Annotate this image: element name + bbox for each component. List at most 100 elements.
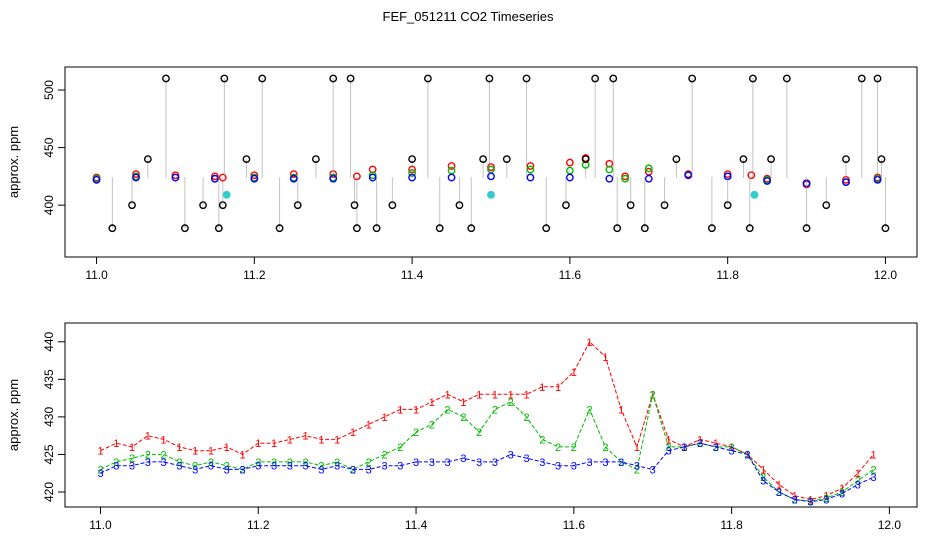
- panel2-series-3-point: 3: [350, 464, 356, 476]
- panel1-series-4-point: [388, 201, 397, 210]
- panel1-series-5-point: [750, 190, 759, 199]
- panel1-series-4-point: [199, 201, 207, 210]
- panel2-series-1-point: 1: [145, 431, 151, 443]
- panel2-series-2-point: 2: [571, 442, 577, 454]
- panel2-series-1-point: 1: [129, 442, 135, 454]
- panel1-series-4-point: [522, 74, 531, 83]
- panel1-series-3-point: [842, 178, 850, 187]
- panel2-series-3-point: 3: [634, 461, 640, 473]
- panel2-series-3-point: 3: [303, 461, 309, 473]
- panel2-series-3-point: 3: [460, 453, 466, 465]
- panel1-series-4-point: [749, 74, 757, 83]
- panel2-series-1-point: 1: [303, 431, 309, 443]
- panel1-series-4-point: [672, 155, 681, 164]
- panel2-series-3-point: 3: [729, 446, 735, 458]
- panel1-series-4-point: [350, 201, 359, 210]
- panel1-x-tick-label: 11.4: [401, 268, 424, 282]
- panel1-series-4-point: [329, 74, 338, 83]
- panel1-series-3-point: [289, 174, 298, 183]
- panel2-series-3-point: 3: [823, 494, 829, 506]
- panel1-y-tick-label: 400: [42, 195, 56, 215]
- panel2-series-1-point: 1: [381, 412, 387, 424]
- chart-title: FEF_051211 CO2 Timeseries: [382, 9, 554, 24]
- panel1-series-4-point: [311, 155, 320, 164]
- panel2-x-tick-label: 11.8: [720, 518, 743, 532]
- panel1-series-4-point: [591, 74, 600, 83]
- panel1-series-4-point: [723, 201, 732, 210]
- panel2-series-2-point: 2: [350, 464, 356, 476]
- panel2-x-tick-label: 11.2: [247, 518, 270, 532]
- panel1-series-4-point: [502, 155, 511, 164]
- panel1-series-3-point: [447, 173, 456, 182]
- panel2-series-1-point: 1: [697, 434, 703, 446]
- panel2-series-2-point: 2: [650, 389, 656, 401]
- panel2-series-3-point: 3: [871, 472, 877, 484]
- panel2-series-1-point: 1: [445, 389, 451, 401]
- panel1-x-tick-label: 11.6: [559, 268, 582, 282]
- panel2-series-1-point: 1: [113, 438, 119, 450]
- panel1-series-4-point: [877, 155, 886, 164]
- panel2-series-3-point: 3: [792, 494, 798, 506]
- panel2-series-2-point: 2: [192, 461, 198, 473]
- panel2-series-1-point: 1: [539, 382, 545, 394]
- panel2-series-1-point: 1: [713, 438, 719, 450]
- panel2-series-3-point: 3: [618, 457, 624, 469]
- panel2-series-2-point: 2: [492, 404, 498, 416]
- panel2-series-1-point: 1: [271, 438, 277, 450]
- panel1-series-4-point: [108, 224, 117, 233]
- panel2-series-3-point: 3: [713, 442, 719, 454]
- panel2-series-2-point: 2: [255, 457, 261, 469]
- panel1-series-4-point: [739, 155, 748, 164]
- panel2-series-3-point: 3: [429, 457, 435, 469]
- panel2-y-tick-label: 420: [42, 482, 56, 502]
- panel1-series-4-point: [423, 74, 432, 83]
- panel1-series-5-point: [487, 190, 495, 199]
- panel2-x-tick-label: 11.4: [405, 518, 428, 532]
- panel1-series-2-point: [368, 171, 377, 180]
- panel2-series-3-point: 3: [539, 457, 545, 469]
- panel2-plot-frame: [64, 322, 918, 508]
- panel2-series-2-point: 2: [744, 449, 750, 461]
- panel1-series-4-point: [128, 201, 136, 210]
- panel1-series-4-point: [581, 155, 590, 164]
- panel2-series-2-point: 2: [381, 449, 387, 461]
- panel2-x-tick-label: 11.6: [563, 518, 586, 532]
- panel2-y-axis-label: approx. ppm: [6, 379, 21, 451]
- panel2-x-tick-label: 12.0: [878, 518, 902, 532]
- panel2-series-2-point: 2: [239, 464, 245, 476]
- panel1-series-4-point: [346, 74, 355, 83]
- panel1-series-4-point: [707, 224, 716, 233]
- panel1-series-1-point: [352, 172, 361, 181]
- panel1-series-4-point: [767, 155, 775, 164]
- panel2-series-3-point: 3: [855, 479, 861, 491]
- panel1-series-4-point: [660, 201, 669, 210]
- panel2-series-3-point: 3: [839, 488, 845, 500]
- panel2-series-1-point: 1: [523, 389, 529, 401]
- panel2-series-1-point: 1: [318, 434, 324, 446]
- panel1-series-4-point: [372, 224, 381, 233]
- panel1-series-2-point: [408, 169, 417, 177]
- panel1-series-3-point: [368, 173, 377, 182]
- panel2-series-3-point: 3: [571, 461, 577, 473]
- panel1-x-tick-label: 12.0: [874, 268, 898, 282]
- panel2-series-2-point: 2: [697, 438, 703, 450]
- panel1-plot-frame: [64, 66, 918, 258]
- panel2-series-2-point: 2: [729, 442, 735, 454]
- panel2-series-2-line: [100, 394, 874, 502]
- panel2-series-1-point: 1: [634, 442, 640, 454]
- panel1-series-3-point: [487, 172, 495, 181]
- panel1-series-4-point: [214, 224, 223, 233]
- panel1-series-1-point: [171, 171, 180, 180]
- panel1-series-4-point: [162, 74, 170, 83]
- panel1-series-3-point: [132, 173, 140, 182]
- panel2-series-1-point: 1: [161, 434, 167, 446]
- panel1-series-4-point: [242, 155, 251, 164]
- panel1-series-3-point: [171, 173, 180, 182]
- panel1-series-1-point: [565, 158, 574, 167]
- panel2-series-3-point: 3: [145, 457, 151, 469]
- panel2-series-1-point: 1: [460, 397, 466, 409]
- panel2-series-3-point: 3: [97, 468, 103, 480]
- panel2-series-3-point: 3: [602, 457, 608, 469]
